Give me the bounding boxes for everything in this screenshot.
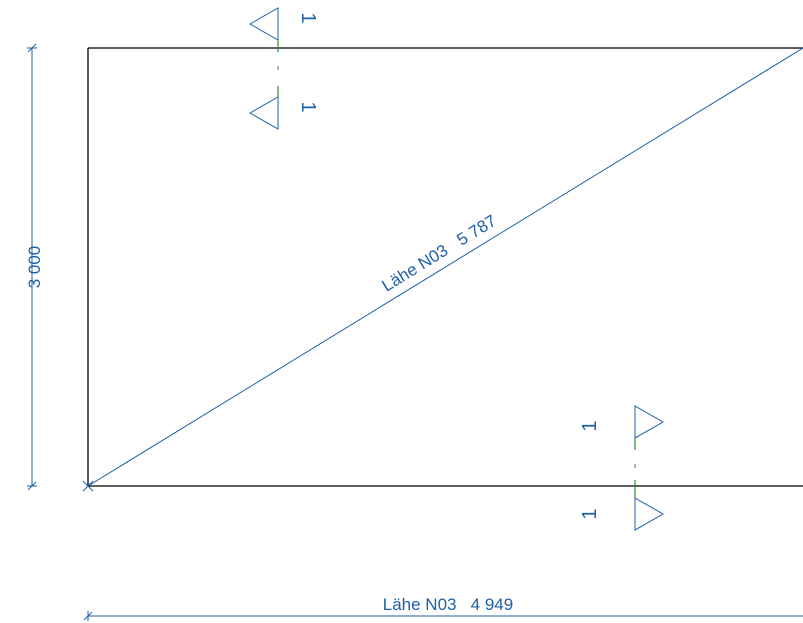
bottom-dimension-tick-left-slash [83, 611, 93, 621]
section-mark-top: 1 1 [248, 7, 319, 130]
section-mark-bottom-upper-triangle-icon [634, 405, 665, 439]
bottom-dimension: Lähe N03 4 949 [83, 595, 803, 621]
left-dimension: 3 000 [25, 43, 44, 491]
diagonal-dimension-line [87, 47, 803, 487]
section-mark-top-upper-label: 1 [297, 12, 319, 23]
section-mark-top-upper-triangle-icon [248, 7, 279, 41]
left-dimension-tick-bottom-slash [27, 481, 37, 491]
section-mark-bottom-upper-label: 1 [579, 420, 601, 431]
panel-outline [87, 47, 803, 487]
bottom-dimension-label: Lähe N03 4 949 [383, 595, 513, 614]
diagonal-dimension-label: Lähe N03 5 787 [379, 211, 500, 295]
section-mark-top-lower-triangle-icon [248, 96, 279, 130]
section-mark-top-lower-label: 1 [297, 101, 319, 112]
diagonal-dimension: Lähe N03 5 787 [82, 47, 803, 492]
left-dimension-label: 3 000 [25, 246, 44, 289]
section-mark-bottom-lower-triangle-icon [634, 497, 665, 531]
left-dimension-tick-top-slash [27, 43, 37, 53]
section-mark-bottom-lower-label: 1 [579, 508, 601, 519]
diagonal-origin-tick [82, 480, 94, 492]
section-mark-bottom: 1 1 [579, 405, 665, 531]
